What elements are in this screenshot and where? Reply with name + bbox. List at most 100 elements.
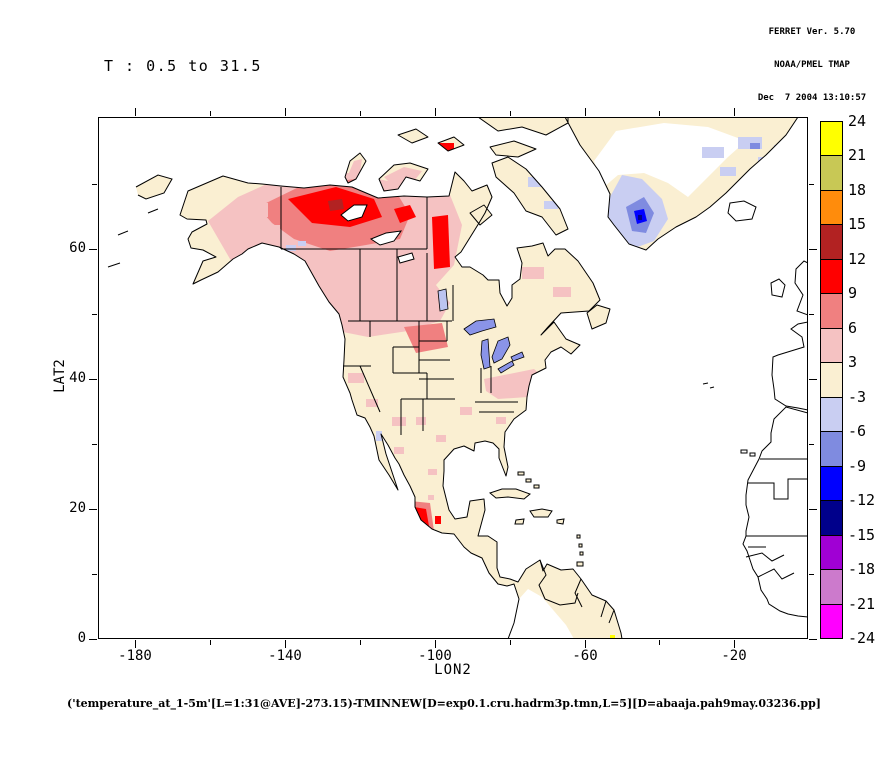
warm-speck-yellow: [610, 635, 615, 639]
colorbar-tick-label: -15: [848, 526, 876, 544]
x-axis-tick-label: -180: [118, 648, 152, 664]
axis-tick-mark: [92, 574, 97, 575]
colorbar-segment: [820, 466, 843, 501]
warm-speck: [428, 495, 434, 500]
x-axis-title: LON2: [434, 662, 472, 678]
warm-speck: [218, 217, 238, 227]
map-plot-area: [98, 116, 809, 640]
great-bear-lake: [340, 204, 368, 222]
warm-patch-red-streak: [432, 215, 450, 269]
warm-speck: [438, 143, 454, 151]
axis-tick-mark: [809, 444, 814, 445]
warm-speck: [238, 203, 268, 217]
warm-speck: [553, 287, 571, 297]
y-axis-tick-label: 20: [69, 500, 86, 516]
colorbar-tick-label: 9: [848, 284, 858, 302]
azores: [702, 382, 715, 389]
axis-tick-mark: [360, 111, 361, 116]
axis-tick-mark: [659, 640, 660, 645]
greenland-interior-nodata: [594, 123, 746, 197]
warm-speck: [286, 145, 300, 154]
colorbar-tick-label: -18: [848, 560, 876, 578]
cold-speck: [286, 245, 296, 251]
lake-huron: [491, 336, 511, 364]
axis-tick-mark: [809, 314, 814, 315]
cuba: [488, 488, 531, 500]
canada-province-borders: [281, 197, 454, 321]
warm-patch-victoria: [384, 167, 422, 187]
lesser-antilles: [576, 534, 581, 539]
axis-tick-mark: [89, 639, 97, 640]
great-lakes: [437, 288, 525, 374]
plot-title: T : 0.5 to 31.5: [104, 57, 262, 75]
colorbar-segment: [820, 259, 843, 294]
colorbar-tick-label: 21: [848, 146, 867, 164]
colorbar-tick-label: -24: [848, 629, 876, 647]
canary-islands: [749, 452, 756, 457]
axis-tick-mark: [92, 184, 97, 185]
warm-speck: [435, 516, 441, 524]
colorbar-segment: [820, 362, 843, 398]
bahamas: [525, 478, 532, 483]
ireland: [770, 278, 786, 298]
colorbar-segment: [820, 155, 843, 191]
axis-tick-mark: [809, 379, 817, 380]
axis-tick-mark: [734, 108, 735, 116]
colorbar-tick-label: 12: [848, 250, 867, 268]
colorbar-segment: [820, 500, 843, 536]
colorbar-tick-label: -6: [848, 422, 867, 440]
plot-frame: [98, 117, 808, 639]
lake-erie: [497, 360, 515, 374]
caption-expression: ('temperature_at_1-5m'[L=1:31@AVE]-273.1…: [67, 697, 821, 710]
axis-tick-mark: [809, 509, 817, 510]
lake-athabasca: [397, 252, 415, 264]
axis-tick-mark: [92, 314, 97, 315]
us-state-borders: [343, 321, 518, 435]
noaa-pmel-line: NOAA/PMEL TMAP: [774, 60, 850, 70]
colorbar-segment: [820, 569, 843, 605]
britain: [794, 260, 809, 316]
warm-speck: [458, 157, 468, 163]
puerto-rico: [556, 518, 565, 525]
axis-tick-mark: [809, 574, 814, 575]
colorbar-tick-label: 6: [848, 319, 858, 337]
cold-speck: [750, 143, 760, 149]
x-axis-tick-label: -60: [572, 648, 598, 664]
warm-speck: [522, 267, 544, 279]
axis-tick-mark: [809, 639, 817, 640]
warm-patch-red-spur: [394, 205, 416, 223]
axis-tick-mark: [809, 249, 817, 250]
lake-ontario: [510, 351, 525, 362]
map-svg: [98, 116, 809, 640]
iberia-france: [771, 321, 809, 411]
colorbar-segment: [820, 224, 843, 260]
jamaica: [514, 518, 525, 525]
colorbar-tick-label: 24: [848, 112, 867, 130]
colorbar-tick-label: 18: [848, 181, 867, 199]
warm-speck: [258, 225, 280, 235]
africa: [742, 406, 809, 618]
axis-tick-mark: [585, 108, 586, 116]
axis-tick-mark: [435, 108, 436, 116]
trinidad: [576, 561, 584, 567]
y-axis-tick-label: 40: [69, 370, 86, 386]
axis-tick-mark: [210, 111, 211, 116]
axis-tick-mark: [510, 111, 511, 116]
political-borders: [280, 187, 808, 624]
axis-tick-mark: [135, 108, 136, 116]
axis-tick-mark: [285, 640, 286, 648]
lake-superior: [463, 318, 497, 336]
axis-tick-mark: [135, 640, 136, 648]
bahamas: [533, 484, 540, 489]
africa-borders: [745, 458, 808, 580]
x-axis-tick-label: -20: [721, 648, 747, 664]
x-axis-tick-label: -100: [418, 648, 452, 664]
south-america-nodata-overlay: [508, 589, 574, 639]
axis-tick-mark: [92, 444, 97, 445]
colorbar-segment: [820, 293, 843, 329]
y-axis-tick-label: 0: [77, 630, 86, 646]
colorbar-tick-label: 3: [848, 353, 858, 371]
lake-michigan: [480, 338, 491, 370]
axis-tick-mark: [210, 640, 211, 645]
iceland: [727, 200, 757, 222]
